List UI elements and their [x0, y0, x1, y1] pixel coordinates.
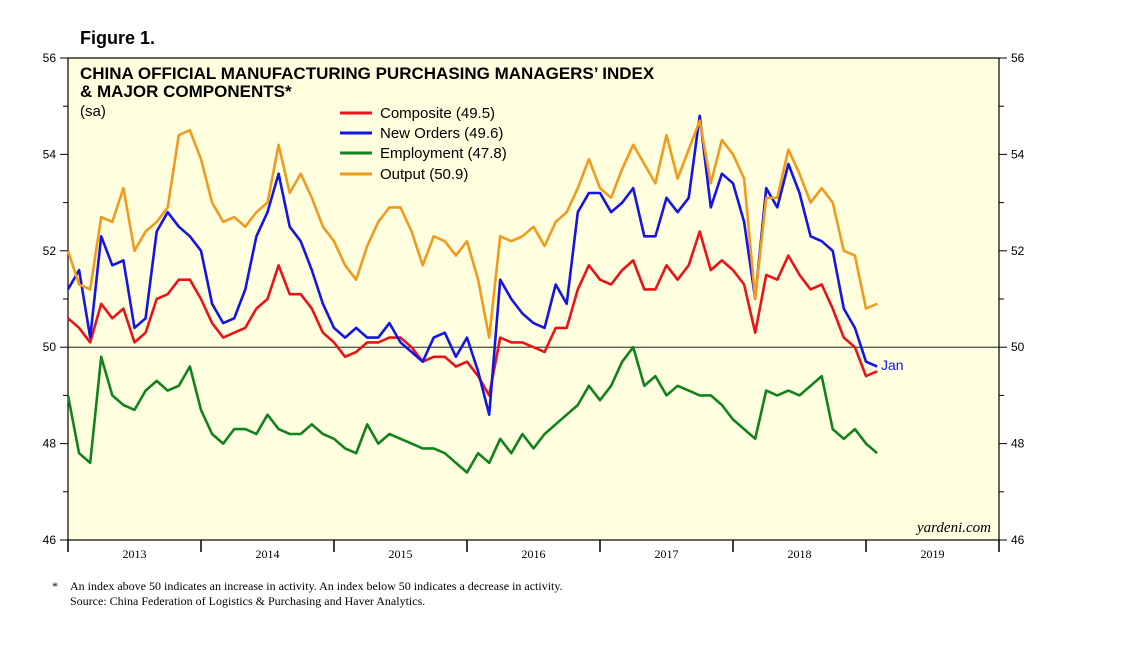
- end-annotation-jan: Jan: [881, 357, 904, 373]
- legend-label-new-orders: New Orders (49.6): [380, 125, 503, 142]
- y-tick-label-right: 46: [1011, 533, 1025, 547]
- y-tick-label-right: 50: [1011, 340, 1025, 354]
- y-tick-label-right: 56: [1011, 51, 1025, 65]
- y-tick-label-left: 54: [43, 147, 57, 161]
- x-tick-label: 2014: [256, 547, 280, 561]
- x-tick-label: 2016: [522, 547, 546, 561]
- legend: Composite (49.5) New Orders (49.6) Emplo…: [340, 105, 507, 183]
- chart-subtitle: (sa): [80, 103, 106, 120]
- footnote-note-text: An index above 50 indicates an increase …: [70, 579, 563, 593]
- legend-label-employment: Employment (47.8): [380, 145, 507, 162]
- y-tick-label-right: 52: [1011, 244, 1025, 258]
- legend-label-output: Output (50.9): [380, 166, 468, 183]
- chart-title: CHINA OFFICIAL MANUFACTURING PURCHASING …: [80, 64, 655, 83]
- y-tick-label-left: 46: [43, 533, 57, 547]
- footnote-note: * An index above 50 indicates an increase…: [52, 579, 563, 594]
- footnote-source: Source: China Federation of Logistics & …: [70, 594, 426, 608]
- x-tick-label: 2019: [921, 547, 945, 561]
- footnotes: * An index above 50 indicates an increase…: [52, 579, 563, 609]
- y-tick-label-left: 56: [43, 51, 57, 65]
- chart-title-line2: & MAJOR COMPONENTS*: [80, 82, 292, 101]
- x-tick-label: 2018: [788, 547, 812, 561]
- y-tick-label-left: 52: [43, 244, 57, 258]
- x-tick-label: 2017: [655, 547, 679, 561]
- series-line-new-orders: [66, 114, 878, 417]
- figure-label: Figure 1.: [80, 28, 156, 48]
- y-axis-left: 46 48 50 52 54 56: [43, 51, 68, 547]
- series-line-employment: [66, 345, 878, 474]
- footnote-star: *: [52, 579, 58, 593]
- y-tick-label-left: 50: [43, 340, 57, 354]
- legend-label-composite: Composite (49.5): [380, 105, 495, 122]
- plot-area: [67, 57, 1000, 541]
- series-line-composite: [67, 230, 878, 397]
- y-axis-right: 46 48 50 52 54 56: [999, 51, 1025, 547]
- y-tick-label-right: 48: [1011, 437, 1025, 451]
- x-tick-label: 2015: [389, 547, 413, 561]
- y-tick-label-left: 48: [43, 437, 57, 451]
- series-lines: [66, 114, 878, 474]
- y-tick-label-right: 54: [1011, 147, 1025, 161]
- credit-yardeni: yardeni.com: [915, 520, 991, 536]
- x-axis: 2013 2014 2015 2016 2017 2018 2019: [67, 540, 1000, 561]
- series-line-output: [66, 119, 878, 339]
- x-tick-label: 2013: [123, 547, 147, 561]
